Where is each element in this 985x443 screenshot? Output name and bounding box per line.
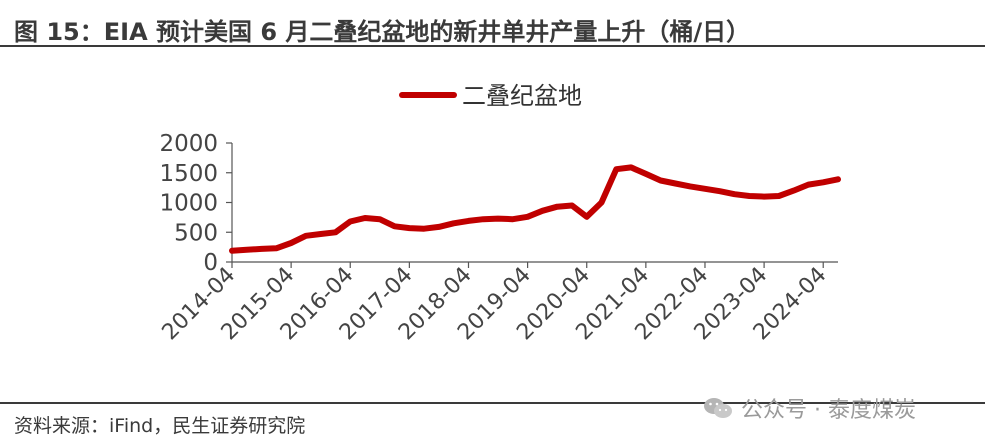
y-tick-label: 0 (203, 250, 218, 276)
source-note: 资料来源：iFind，民生证券研究院 (14, 415, 306, 437)
legend-label: 二叠纪盆地 (462, 82, 582, 110)
bottom-divider (0, 402, 985, 404)
wechat-icon (704, 398, 732, 418)
x-axis-ticks: 2014-042015-042016-042017-042018-042019-… (158, 262, 831, 345)
watermark: 公众号 · 泰度煤炭 (703, 392, 916, 424)
chart-legend: 二叠纪盆地 (399, 82, 582, 110)
y-tick-label: 500 (174, 220, 218, 246)
chart-axes (231, 143, 838, 263)
y-tick-label: 2000 (159, 131, 218, 157)
page-title: 图 15：EIA 预计美国 6 月二叠纪盆地的新井单井产量上升（桶/日） (14, 18, 751, 46)
watermark-text: 公众号 · 泰度煤炭 (741, 398, 916, 423)
y-tick-label: 1500 (159, 161, 218, 187)
y-axis-ticks: 0 500 1000 1500 2000 (159, 131, 232, 276)
line-chart: 二叠纪盆地 0 500 1000 1500 2000 2014-042015-04201… (158, 82, 841, 345)
series-line-permian (229, 164, 841, 254)
top-divider (0, 45, 985, 47)
y-tick-label: 1000 (159, 191, 218, 217)
